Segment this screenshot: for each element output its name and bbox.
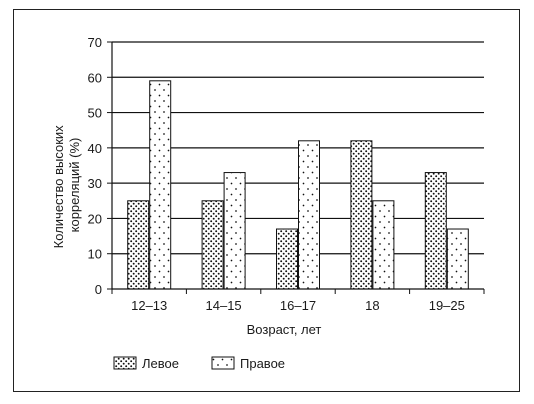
bar-right	[372, 200, 395, 290]
legend-swatch-left	[113, 356, 137, 370]
y-tick-label: 30	[88, 176, 102, 191]
axes	[107, 41, 485, 294]
bar-left	[127, 200, 150, 290]
y-tick-label: 60	[88, 70, 102, 85]
bar-left	[201, 200, 224, 290]
bar-right	[446, 228, 469, 290]
bars	[127, 80, 469, 290]
bar-right	[298, 140, 320, 290]
bar-right	[223, 172, 246, 290]
legend-swatch-right	[211, 356, 235, 370]
bar-left	[424, 172, 447, 290]
y-tick-label: 70	[88, 35, 102, 50]
legend: Левое Правое	[113, 356, 285, 371]
legend-label-right: Правое	[240, 356, 285, 371]
x-tick-label: 18	[365, 298, 379, 313]
x-tick-label: 14–15	[206, 298, 242, 313]
bar-left	[350, 140, 373, 290]
y-tick-label: 40	[88, 141, 102, 156]
y-tick-label: 0	[95, 282, 102, 297]
y-axis-title-line-2: корреляций (%)	[67, 138, 82, 233]
x-tick-label: 16–17	[280, 298, 316, 313]
gridlines	[112, 41, 484, 255]
x-tick-labels: 12–13 14–15 16–17 18 19–25	[131, 298, 465, 313]
y-tick-label: 10	[88, 247, 102, 262]
bar-right	[149, 80, 172, 290]
x-tick-label: 19–25	[429, 298, 465, 313]
y-tick-labels: 0 10 20 30 40 50 60 70	[88, 35, 102, 297]
legend-label-left: Левое	[142, 356, 179, 371]
x-tick-label: 12–13	[131, 298, 167, 313]
y-axis-title: Количество высоких корреляций (%)	[51, 122, 82, 249]
y-tick-label: 20	[88, 211, 102, 226]
bar-left	[276, 228, 298, 290]
y-axis-title-line-1: Количество высоких	[51, 125, 66, 248]
x-axis-title: Возраст, лет	[247, 322, 322, 337]
y-tick-label: 50	[88, 106, 102, 121]
